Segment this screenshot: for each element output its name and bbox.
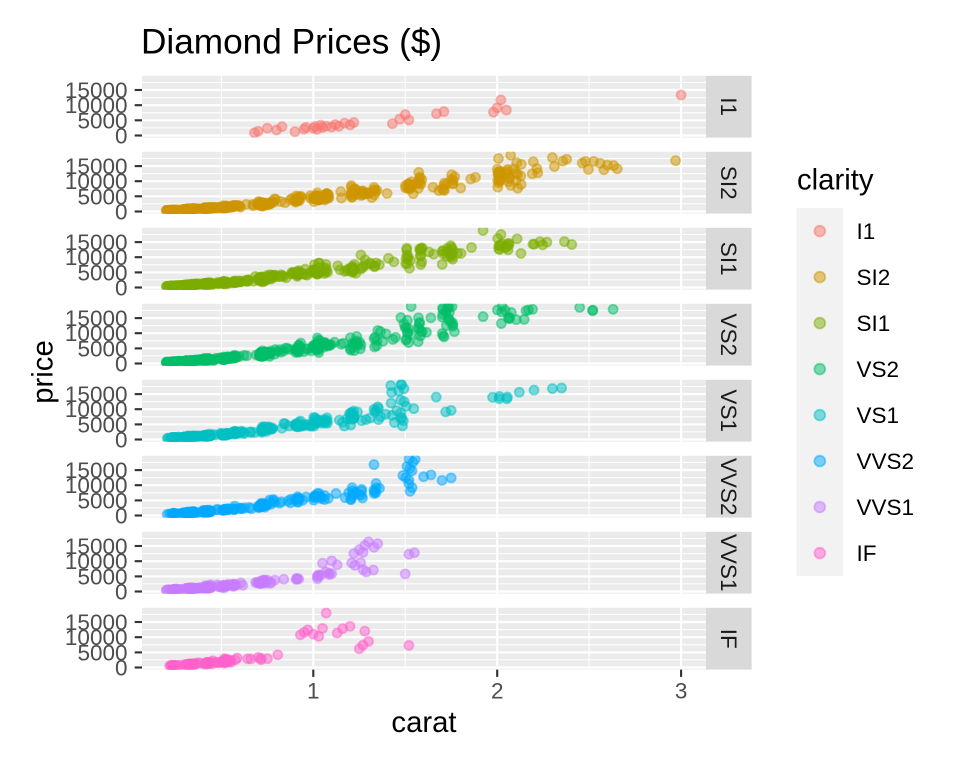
svg-text:5000: 5000 <box>77 564 127 589</box>
svg-text:0: 0 <box>115 504 128 529</box>
svg-text:5000: 5000 <box>77 184 127 209</box>
svg-text:5000: 5000 <box>77 260 127 285</box>
svg-text:15000: 15000 <box>65 154 128 179</box>
svg-text:I1: I1 <box>716 97 741 116</box>
svg-text:2: 2 <box>491 679 504 704</box>
svg-text:IF: IF <box>857 541 877 566</box>
svg-text:0: 0 <box>115 656 128 681</box>
svg-text:SI1: SI1 <box>857 311 891 336</box>
svg-text:0: 0 <box>115 428 128 453</box>
svg-text:10000: 10000 <box>65 473 128 498</box>
svg-text:VS2: VS2 <box>857 357 900 382</box>
svg-text:15000: 15000 <box>65 610 128 635</box>
svg-text:15000: 15000 <box>65 458 128 483</box>
svg-text:SI2: SI2 <box>716 166 741 200</box>
svg-text:10000: 10000 <box>65 93 128 118</box>
svg-text:0: 0 <box>115 200 128 225</box>
svg-text:10000: 10000 <box>65 549 128 574</box>
svg-text:VS2: VS2 <box>716 313 741 356</box>
svg-text:SI1: SI1 <box>716 242 741 276</box>
svg-text:0: 0 <box>115 124 128 149</box>
svg-text:0: 0 <box>115 580 128 605</box>
svg-text:VVS2: VVS2 <box>857 449 915 474</box>
svg-text:15000: 15000 <box>65 230 128 255</box>
svg-text:carat: carat <box>391 706 456 739</box>
svg-text:price: price <box>27 340 60 404</box>
svg-text:IF: IF <box>716 629 741 649</box>
svg-text:clarity: clarity <box>797 164 874 197</box>
svg-text:15000: 15000 <box>65 534 128 559</box>
svg-text:10000: 10000 <box>65 625 128 650</box>
svg-text:VVS1: VVS1 <box>857 495 915 520</box>
svg-text:0: 0 <box>115 352 128 377</box>
svg-text:5000: 5000 <box>77 412 127 437</box>
svg-text:15000: 15000 <box>65 78 128 103</box>
svg-text:5000: 5000 <box>77 108 127 133</box>
svg-text:I1: I1 <box>857 219 876 244</box>
svg-text:15000: 15000 <box>65 382 128 407</box>
svg-text:3: 3 <box>675 679 688 704</box>
svg-text:SI2: SI2 <box>857 265 891 290</box>
svg-text:VS1: VS1 <box>857 403 900 428</box>
svg-text:Diamond Prices ($): Diamond Prices ($) <box>141 23 442 62</box>
svg-text:10000: 10000 <box>65 169 128 194</box>
svg-text:VS1: VS1 <box>716 389 741 432</box>
svg-text:0: 0 <box>115 276 128 301</box>
svg-text:1: 1 <box>307 679 320 704</box>
svg-text:5000: 5000 <box>77 640 127 665</box>
svg-text:10000: 10000 <box>65 397 128 422</box>
svg-text:5000: 5000 <box>77 488 127 513</box>
svg-text:10000: 10000 <box>65 245 128 270</box>
svg-text:10000: 10000 <box>65 321 128 346</box>
svg-text:5000: 5000 <box>77 336 127 361</box>
svg-text:VVS1: VVS1 <box>716 534 741 592</box>
svg-text:15000: 15000 <box>65 306 128 331</box>
svg-text:VVS2: VVS2 <box>716 458 741 516</box>
